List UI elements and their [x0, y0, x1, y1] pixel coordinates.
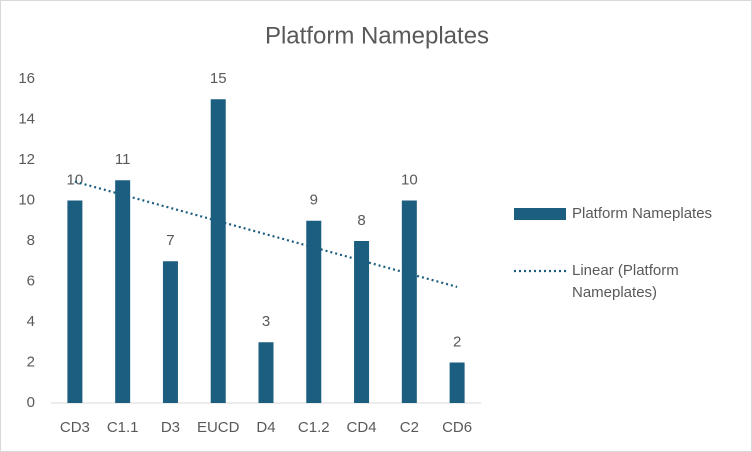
x-tick-label: EUCD [197, 419, 240, 436]
data-label: 2 [453, 333, 461, 350]
y-tick-label: 4 [27, 313, 35, 330]
legend-swatch [514, 208, 566, 220]
y-tick-label: 6 [27, 272, 35, 289]
bar [401, 200, 417, 403]
bar [162, 261, 178, 403]
legend-label: Linear (Platform Nameplates) [572, 262, 679, 301]
y-tick-label: 8 [27, 232, 35, 249]
x-tick-label: CD6 [442, 419, 472, 436]
x-tick-label: C1.1 [107, 419, 139, 436]
bar [354, 241, 370, 403]
data-label: 9 [310, 192, 318, 209]
chart-title: Platform Nameplates [265, 22, 489, 49]
y-tick-label: 14 [18, 110, 35, 127]
bar [306, 220, 322, 403]
x-tick-label: C2 [400, 419, 419, 436]
data-label: 10 [401, 171, 418, 188]
x-tick-label: D3 [161, 419, 180, 436]
x-tick-label: D4 [256, 419, 275, 436]
data-label: 3 [262, 313, 270, 330]
x-tick-label: CD4 [347, 419, 377, 436]
data-label: 11 [115, 151, 131, 168]
x-tick-label: CD3 [60, 419, 90, 436]
y-tick-label: 16 [18, 70, 35, 87]
legend-label: Platform Nameplates [572, 205, 713, 222]
bar [258, 342, 274, 403]
bar [115, 180, 131, 403]
y-tick-label: 12 [18, 151, 35, 168]
bar [449, 362, 465, 403]
data-label: 7 [166, 232, 174, 249]
data-label: 10 [67, 171, 84, 188]
bar [67, 200, 83, 403]
data-label: 15 [210, 70, 227, 87]
y-tick-label: 0 [27, 394, 35, 411]
y-tick-label: 2 [27, 353, 35, 370]
trendline [74, 180, 458, 288]
y-tick-label: 10 [18, 191, 35, 208]
data-label: 8 [357, 212, 365, 229]
x-tick-label: C1.2 [298, 419, 330, 436]
bar [210, 99, 226, 403]
